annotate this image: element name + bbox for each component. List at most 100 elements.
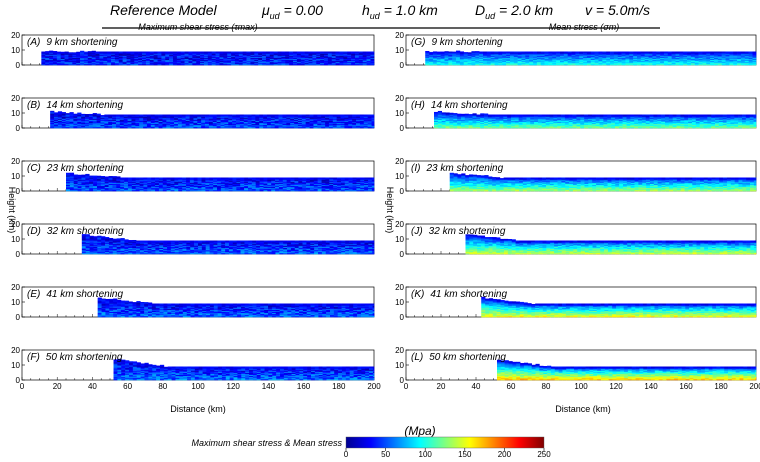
heatmap-cell xyxy=(225,241,229,242)
heatmap-cell xyxy=(237,241,241,242)
header-depth: Dud = 2.0 km xyxy=(475,2,553,21)
heatmap-cell xyxy=(171,304,175,305)
heatmap-cell xyxy=(185,52,189,53)
heatmap-cell xyxy=(72,52,76,53)
heatmap-cell xyxy=(143,115,147,116)
heatmap-cell xyxy=(241,241,245,242)
heatmap-cell xyxy=(136,241,140,242)
heatmap-cell xyxy=(316,52,320,53)
heatmap-cell xyxy=(77,113,81,114)
panel-label: (C)23 km shortening xyxy=(27,163,124,174)
heatmap-cell xyxy=(281,52,285,53)
heatmap-cell xyxy=(194,241,198,242)
heatmap-cell xyxy=(259,115,263,116)
heatmap-cell xyxy=(193,115,197,116)
heatmap-cell xyxy=(298,115,302,116)
heatmap-cell xyxy=(263,178,267,179)
heatmap-cell xyxy=(123,52,127,53)
heatmap-cell xyxy=(162,115,166,116)
heatmap-cell xyxy=(155,178,159,179)
heatmap-cell xyxy=(152,304,156,305)
column-title-right: Mean stress (σm) xyxy=(549,22,619,32)
heatmap-cell xyxy=(258,52,262,53)
heatmap-cell xyxy=(340,52,344,53)
heatmap-cell xyxy=(187,304,191,305)
heatmap-cell xyxy=(89,114,93,115)
panel-shortening: 9 km shortening xyxy=(46,37,118,48)
heatmap-cell xyxy=(116,115,120,116)
heatmap-cell xyxy=(229,241,233,242)
heatmap-cell xyxy=(74,175,78,176)
heatmap-cell xyxy=(227,52,231,53)
heatmap-cell xyxy=(154,52,158,53)
heatmap-cell xyxy=(337,241,341,242)
heatmap-cell xyxy=(85,114,89,115)
heatmap-cell xyxy=(165,52,169,53)
heatmap-cell xyxy=(325,115,329,116)
heatmap-cell xyxy=(171,241,175,242)
heatmap-cell xyxy=(364,241,368,242)
heatmap-cell xyxy=(174,178,178,179)
heatmap-cell xyxy=(78,175,82,176)
heatmap-cell xyxy=(194,178,198,179)
heatmap-cell xyxy=(233,241,237,242)
heatmap-cell xyxy=(97,114,101,115)
heatmap-cell xyxy=(105,237,109,238)
heatmap-cell xyxy=(191,304,195,305)
heatmap-cell xyxy=(217,241,221,242)
heatmap-cell xyxy=(286,115,290,116)
heatmap-cell xyxy=(151,178,155,179)
heatmap-cell xyxy=(186,115,190,116)
heatmap-cell xyxy=(287,178,291,179)
heatmap-cell xyxy=(236,115,240,116)
heatmap-cell xyxy=(179,241,183,242)
heatmap-cell xyxy=(198,241,202,242)
heatmap-cell xyxy=(333,178,337,179)
heatmap-cell xyxy=(201,115,205,116)
heatmap-cell xyxy=(294,178,298,179)
heatmap-cell xyxy=(263,115,267,116)
heatmap-cell xyxy=(349,178,353,179)
heatmap-cell xyxy=(314,178,318,179)
heatmap-cell xyxy=(294,115,298,116)
heatmap-cell xyxy=(356,178,360,179)
panel-letter: (D) xyxy=(27,226,41,237)
heatmap-cell xyxy=(244,115,248,116)
heatmap-cell xyxy=(329,178,333,179)
heatmap-cell xyxy=(190,178,194,179)
heatmap-cell xyxy=(183,304,187,305)
heatmap-cell xyxy=(148,241,152,242)
heatmap-cell xyxy=(160,304,164,305)
heatmap-cell xyxy=(353,178,357,179)
heatmap-cell xyxy=(116,176,120,177)
heatmap-cell xyxy=(142,52,146,53)
heatmap-cell xyxy=(229,178,233,179)
heatmap-cell xyxy=(120,178,124,179)
heatmap-cell xyxy=(208,52,212,53)
heatmap-cell xyxy=(192,52,196,53)
heatmap-cell xyxy=(291,241,295,242)
y-tick-label: 20 xyxy=(11,283,20,292)
heatmap-cell xyxy=(278,52,282,53)
heatmap-cell xyxy=(275,178,279,179)
heatmap-cell xyxy=(103,52,107,53)
heatmap-cell xyxy=(177,52,181,53)
heatmap-cell xyxy=(255,115,259,116)
heatmap-cell xyxy=(167,304,171,305)
heatmap-cell xyxy=(252,115,256,116)
heatmap-cell xyxy=(119,52,123,53)
heatmap-cell xyxy=(349,241,353,242)
heatmap-cell xyxy=(364,115,368,116)
heatmap-cell xyxy=(244,241,248,242)
heatmap-cell xyxy=(84,52,88,53)
heatmap-cell xyxy=(155,241,159,242)
heatmap-cell xyxy=(144,241,148,242)
heatmap-cell xyxy=(352,115,356,116)
heatmap-cell xyxy=(107,52,111,53)
heatmap-cell xyxy=(334,241,338,242)
heatmap-cell xyxy=(299,241,303,242)
heatmap-cell xyxy=(372,178,374,179)
heatmap-cell xyxy=(115,52,119,53)
